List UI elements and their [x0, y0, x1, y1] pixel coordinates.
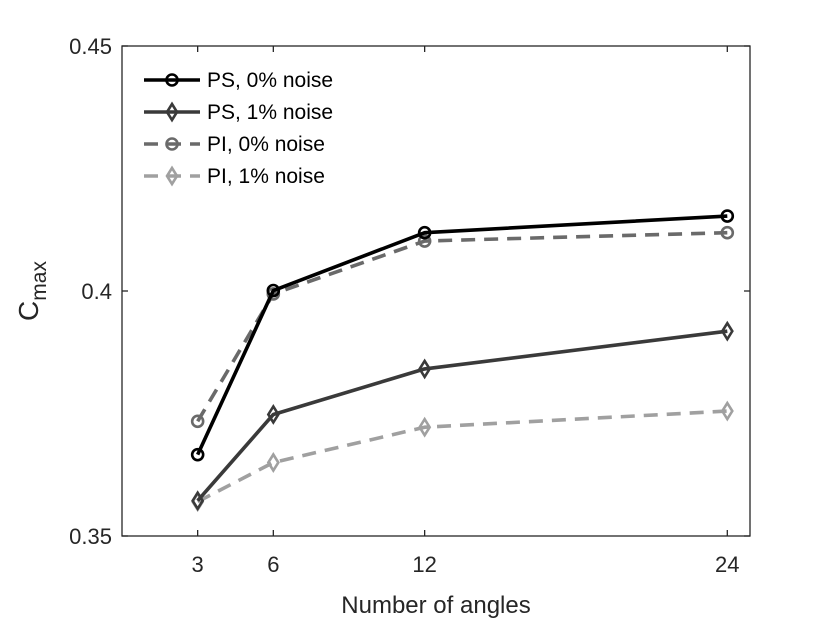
legend-marker	[165, 165, 179, 187]
x-tick-label: 3	[192, 552, 204, 577]
data-point	[191, 490, 205, 512]
legend-label: PS, 0% noise	[207, 69, 333, 92]
legend-marker	[165, 101, 179, 123]
data-point	[266, 283, 281, 298]
y-tick-label: 0.35	[69, 524, 112, 549]
legend-label: PI, 1% noise	[207, 165, 325, 188]
x-axis: 3 6 12 24	[192, 46, 740, 577]
series-line	[196, 214, 728, 456]
legend-label: PS, 1% noise	[207, 101, 333, 124]
data-point	[266, 452, 280, 473]
data-point	[417, 234, 432, 248]
series-line	[196, 230, 728, 423]
legend-item: PS, 1% noise	[144, 101, 333, 124]
x-axis-title: Number of angles	[341, 592, 530, 619]
legend: PS, 0% noise PS, 1% noise PI, 0% noise PI, …	[133, 58, 363, 198]
data-point	[720, 320, 734, 342]
legend-item: PI, 1% noise	[144, 165, 325, 188]
x-tick-label: 12	[412, 552, 436, 577]
y-axis-title-sub: max	[28, 261, 51, 301]
series-ps-0-noise	[190, 209, 735, 462]
x-tick-label: 6	[267, 552, 279, 577]
series-line	[196, 409, 728, 504]
legend-label: PI, 0% noise	[207, 133, 325, 156]
series-layer	[190, 209, 735, 513]
data-point	[418, 358, 432, 380]
data-point	[720, 400, 734, 422]
data-point	[720, 209, 735, 223]
data-point	[417, 225, 432, 240]
legend-item: PI, 0% noise	[144, 133, 325, 156]
series-ps-1-noise	[191, 320, 734, 512]
data-point	[190, 414, 205, 429]
legend-item: PS, 0% noise	[144, 69, 333, 92]
legend-marker	[165, 137, 179, 151]
data-point	[720, 225, 735, 240]
y-tick-label: 0.4	[81, 279, 112, 304]
y-axis: 0.35 0.4 0.45	[69, 34, 750, 549]
series-line	[196, 329, 728, 502]
y-axis-title: Cmax	[13, 261, 51, 321]
data-point	[418, 416, 432, 438]
y-axis-title-main: C	[13, 301, 44, 321]
data-point	[266, 404, 280, 425]
legend-marker	[165, 73, 179, 87]
data-point	[190, 447, 205, 462]
x-tick-label: 24	[715, 552, 739, 577]
y-tick-label: 0.45	[69, 34, 112, 59]
